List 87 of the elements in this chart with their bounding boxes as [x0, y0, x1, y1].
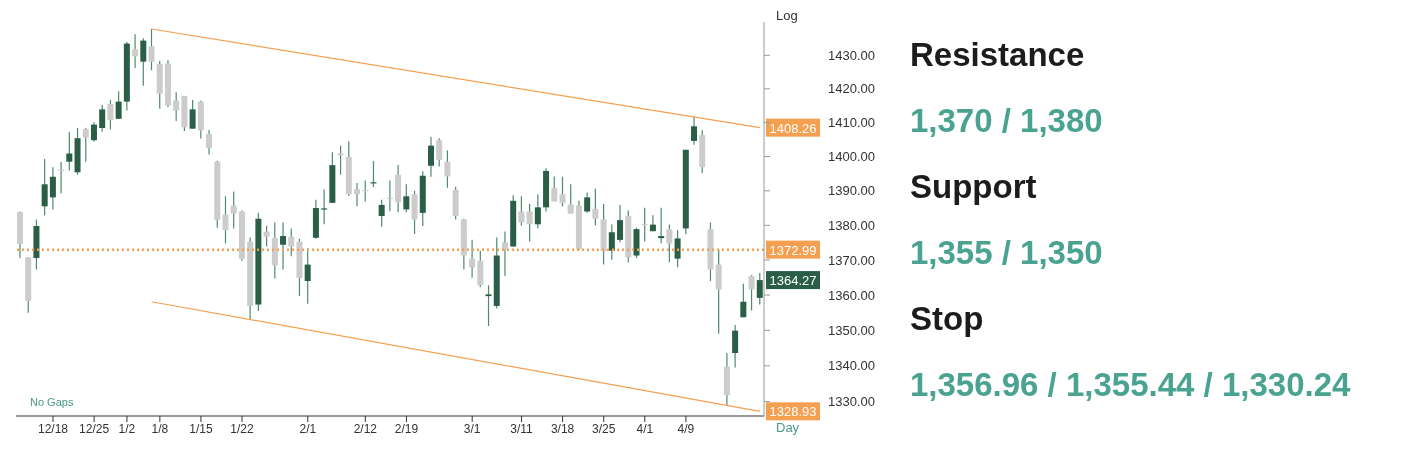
text: 1,356.96 / 1,355.44 / 1,330.24: [910, 365, 1351, 405]
x-tick-label: 4/9: [677, 421, 695, 436]
candlestick: [230, 190, 237, 230]
x-tick-label: 3/1: [463, 421, 481, 436]
candlestick: [518, 195, 525, 227]
x-tick-label: 4/1: [636, 421, 654, 436]
ref-line-label: 1372.99: [769, 242, 817, 258]
text: 1,355 / 1,350: [910, 233, 1104, 273]
candlestick: [90, 121, 97, 143]
candlestick: [617, 204, 624, 243]
candlestick: [608, 224, 615, 261]
candlestick: [173, 91, 180, 122]
x-tick-label: 2/19: [394, 421, 419, 436]
series-label: 1328.93: [769, 404, 817, 420]
y-tick-label: 1380.00: [828, 217, 875, 233]
y-tick-label: 1390.00: [828, 183, 875, 199]
candlestick: [649, 214, 656, 232]
candlestick: [280, 221, 287, 271]
candlestick: [534, 193, 541, 230]
candlestick: [148, 28, 155, 71]
series-label: 1408.26: [769, 120, 817, 136]
candlestick: [288, 227, 295, 257]
candlestick: [403, 183, 410, 213]
x-tick-label: 1/2: [118, 421, 136, 436]
candlestick: [66, 131, 73, 172]
candlestick: [740, 283, 747, 318]
y-tick-label: 1340.00: [828, 358, 875, 374]
text: Resistance: [910, 35, 1086, 75]
candlestick: [189, 99, 196, 130]
candlestick: [584, 191, 591, 214]
candlestick: [206, 129, 213, 156]
x-tick-label: 3/11: [510, 421, 534, 436]
candlestick: [526, 203, 533, 243]
candlestick: [354, 182, 361, 207]
candlestick: [444, 149, 451, 189]
candlestick: [748, 274, 755, 312]
candlestick: [99, 104, 106, 133]
candlestick: [41, 158, 48, 216]
candlestick: [559, 176, 566, 207]
x-tick-label: 12/18: [37, 421, 69, 436]
x-tick-label: 1/22: [230, 421, 255, 436]
candlestick: [501, 230, 508, 277]
candlestick: [666, 224, 673, 263]
candlestick: [427, 136, 434, 178]
annotation: No Gaps: [30, 396, 74, 408]
x-tick-label: 1/15: [189, 421, 213, 436]
candlestick: [222, 195, 229, 244]
candlestick: [551, 175, 558, 203]
y-tick-label: 1360.00: [828, 287, 875, 303]
candlestick: [82, 127, 89, 163]
y-tick-label: 1400.00: [828, 149, 875, 165]
text: Support: [910, 167, 1038, 207]
candlestick: [49, 166, 56, 211]
x-tick-label: 12/25: [79, 421, 110, 436]
candlestick: [691, 116, 698, 146]
candlestick: [263, 225, 270, 248]
text: Log: [776, 8, 798, 23]
candlestick: [132, 33, 139, 69]
x-tick-label: 3/25: [592, 421, 616, 436]
candlestick: [658, 207, 665, 244]
candlestick: [732, 324, 739, 369]
y-tick-label: 1370.00: [828, 252, 875, 268]
x-tick-label: 3/18: [550, 421, 575, 436]
y-tick-label: 1350.00: [828, 322, 875, 338]
candlestick: [485, 284, 492, 327]
candlestick: [107, 99, 114, 130]
candlestick: [436, 137, 443, 168]
y-tick-label: 1420.00: [828, 81, 875, 97]
candlestick: [592, 188, 599, 226]
x-tick-label: 1/8: [151, 421, 169, 436]
text: 1,370 / 1,380: [910, 101, 1104, 141]
candlestick: [674, 229, 681, 268]
y-tick-label: 1410.00: [828, 115, 875, 131]
candlestick: [140, 37, 147, 87]
candlestick: [756, 272, 763, 306]
y-tick-label: 1330.00: [828, 394, 875, 410]
text: Day: [776, 420, 800, 435]
y-tick-label: 1430.00: [828, 47, 875, 63]
text: Stop: [910, 299, 985, 339]
candlestick: [378, 199, 385, 228]
x-tick-label: 2/1: [299, 421, 317, 436]
candlestick: [567, 183, 574, 215]
text: 1364.27: [769, 273, 817, 289]
candlestick: [469, 239, 476, 279]
candlestick: [115, 90, 122, 120]
x-tick-label: 2/12: [353, 421, 378, 436]
candlestick: [321, 188, 328, 225]
